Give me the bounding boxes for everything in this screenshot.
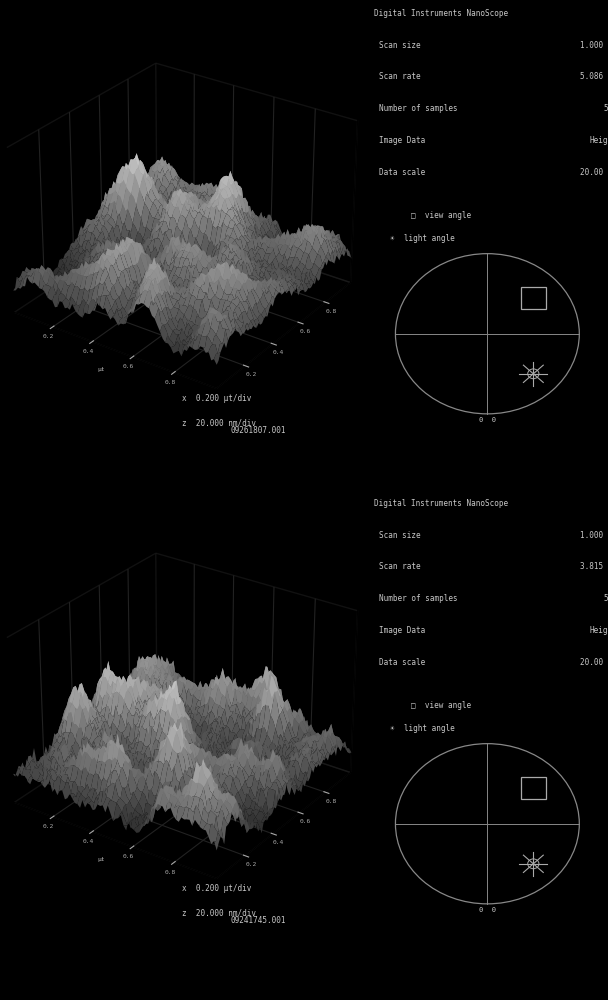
Text: （a）: （a） [291, 458, 317, 472]
Text: 0  0: 0 0 [479, 907, 496, 913]
Text: Scan size: Scan size [379, 41, 420, 50]
Text: Number of samples: Number of samples [379, 594, 457, 603]
Text: Image Data: Image Data [379, 626, 425, 635]
Text: 512: 512 [603, 104, 608, 113]
Text: x  0.200 µt/div: x 0.200 µt/div [182, 884, 252, 893]
Text: ☀  light angle: ☀ light angle [390, 724, 455, 733]
Text: 20.00 nm: 20.00 nm [580, 168, 608, 177]
Text: Scan size: Scan size [379, 531, 420, 540]
Text: □  view angle: □ view angle [411, 211, 471, 220]
Text: Height: Height [589, 626, 608, 635]
Text: Scan rate: Scan rate [379, 562, 420, 571]
X-axis label: µt: µt [97, 367, 105, 372]
Text: 5.086 Hz: 5.086 Hz [580, 72, 608, 81]
Text: Data scale: Data scale [379, 168, 425, 177]
Text: 09241745.001: 09241745.001 [230, 916, 286, 925]
Text: Scan rate: Scan rate [379, 72, 420, 81]
Text: □  view angle: □ view angle [411, 701, 471, 710]
Text: x  0.200 µt/div: x 0.200 µt/div [182, 394, 252, 403]
Text: Number of samples: Number of samples [379, 104, 457, 113]
Text: （b）: （b） [291, 948, 317, 962]
Text: Height: Height [589, 136, 608, 145]
Text: ☀  light angle: ☀ light angle [390, 234, 455, 243]
Text: 09261807.001: 09261807.001 [230, 426, 286, 435]
Text: z  20.000 nm/div: z 20.000 nm/div [182, 908, 257, 917]
Text: 3.815 Hz: 3.815 Hz [580, 562, 608, 571]
X-axis label: µt: µt [97, 857, 105, 862]
Text: z  20.000 nm/div: z 20.000 nm/div [182, 418, 257, 427]
Text: 0  0: 0 0 [479, 417, 496, 423]
Text: Image Data: Image Data [379, 136, 425, 145]
Text: 1.000 µt: 1.000 µt [580, 41, 608, 50]
Text: 512: 512 [603, 594, 608, 603]
Text: Digital Instruments NanoScope: Digital Instruments NanoScope [374, 499, 508, 508]
Text: Digital Instruments NanoScope: Digital Instruments NanoScope [374, 9, 508, 18]
Text: Data scale: Data scale [379, 658, 425, 667]
Text: 20.00 nm: 20.00 nm [580, 658, 608, 667]
Text: 1.000 µt: 1.000 µt [580, 531, 608, 540]
